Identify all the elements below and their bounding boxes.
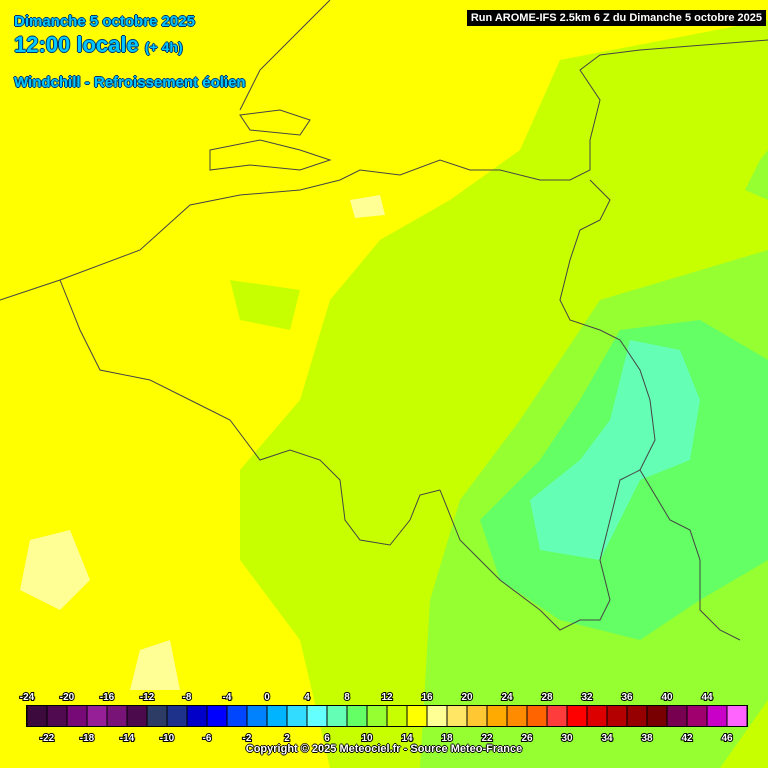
- legend-swatch: [247, 706, 267, 726]
- legend-label: -10: [160, 733, 175, 744]
- legend-swatch: [347, 706, 367, 726]
- legend-label: 20: [461, 692, 473, 703]
- legend-swatch: [407, 706, 427, 726]
- legend-label: 28: [541, 692, 553, 703]
- time-offset: (+ 4h): [144, 39, 183, 55]
- temperature-field: [20, 20, 768, 768]
- legend-swatch: [287, 706, 307, 726]
- legend-label: -22: [40, 733, 55, 744]
- legend-swatch: [647, 706, 667, 726]
- legend-swatch: [687, 706, 707, 726]
- run-info: Run AROME-IFS 2.5km 6 Z du Dimanche 5 oc…: [466, 10, 766, 26]
- legend-label: 36: [621, 692, 633, 703]
- legend-swatch: [27, 706, 47, 726]
- legend-swatch: [707, 706, 727, 726]
- legend-label: 14: [401, 733, 413, 744]
- legend-swatch: [307, 706, 327, 726]
- legend-swatch: [147, 706, 167, 726]
- legend-label: -4: [223, 692, 232, 703]
- legend-swatch: [127, 706, 147, 726]
- legend-label: 10: [361, 733, 373, 744]
- legend-label: -2: [243, 733, 252, 744]
- legend-swatch: [87, 706, 107, 726]
- legend-swatch: [447, 706, 467, 726]
- legend-swatch: [427, 706, 447, 726]
- legend-swatch: [207, 706, 227, 726]
- legend-label: -8: [183, 692, 192, 703]
- legend-swatch: [367, 706, 387, 726]
- legend-label: 12: [381, 692, 393, 703]
- borders: [0, 0, 768, 641]
- legend-label: 0: [264, 692, 270, 703]
- legend-swatch: [547, 706, 567, 726]
- legend-label: 16: [421, 692, 433, 703]
- copyright: Copyright © 2025 Meteociel.fr - Source M…: [245, 743, 523, 755]
- legend-label: -6: [203, 733, 212, 744]
- date: Dimanche 5 octobre 2025: [14, 13, 195, 30]
- legend-swatch: [727, 706, 747, 726]
- legend-label: -14: [120, 733, 135, 744]
- legend-swatch: [527, 706, 547, 726]
- legend-swatch: [507, 706, 527, 726]
- legend-swatch: [627, 706, 647, 726]
- legend-swatch: [227, 706, 247, 726]
- legend-label: 8: [344, 692, 350, 703]
- legend-swatch: [107, 706, 127, 726]
- time-block: 12:00 locale (+ 4h): [14, 32, 183, 58]
- legend-label: 42: [681, 733, 693, 744]
- legend-label: 44: [701, 692, 713, 703]
- legend-label: -12: [140, 692, 155, 703]
- time: 12:00 locale: [14, 32, 139, 57]
- legend-swatch: [667, 706, 687, 726]
- parameter: Windchill - Refroissement éolien: [14, 74, 246, 91]
- legend-label: -18: [80, 733, 95, 744]
- legend-swatch: [327, 706, 347, 726]
- legend-label: 6: [324, 733, 330, 744]
- legend-label: -16: [100, 692, 115, 703]
- legend-swatch: [587, 706, 607, 726]
- legend-swatch: [267, 706, 287, 726]
- legend-label: 18: [441, 733, 453, 744]
- legend-swatch: [487, 706, 507, 726]
- legend-label: 38: [641, 733, 653, 744]
- legend-swatch: [387, 706, 407, 726]
- legend-label: -24: [20, 692, 35, 703]
- legend-label: 22: [481, 733, 493, 744]
- legend-swatch: [67, 706, 87, 726]
- legend-swatch: [567, 706, 587, 726]
- legend-label: 2: [284, 733, 290, 744]
- legend-swatch: [467, 706, 487, 726]
- legend-swatch: [167, 706, 187, 726]
- legend-label: 30: [561, 733, 573, 744]
- legend-swatch: [607, 706, 627, 726]
- legend-label: 26: [521, 733, 533, 744]
- legend-label: 4: [304, 692, 310, 703]
- legend-label: 46: [721, 733, 733, 744]
- legend-label: -20: [60, 692, 75, 703]
- legend-swatch: [47, 706, 67, 726]
- legend-swatch: [187, 706, 207, 726]
- legend-label: 34: [601, 733, 613, 744]
- legend-label: 24: [501, 692, 513, 703]
- legend-label: 32: [581, 692, 593, 703]
- legend-label: 40: [661, 692, 673, 703]
